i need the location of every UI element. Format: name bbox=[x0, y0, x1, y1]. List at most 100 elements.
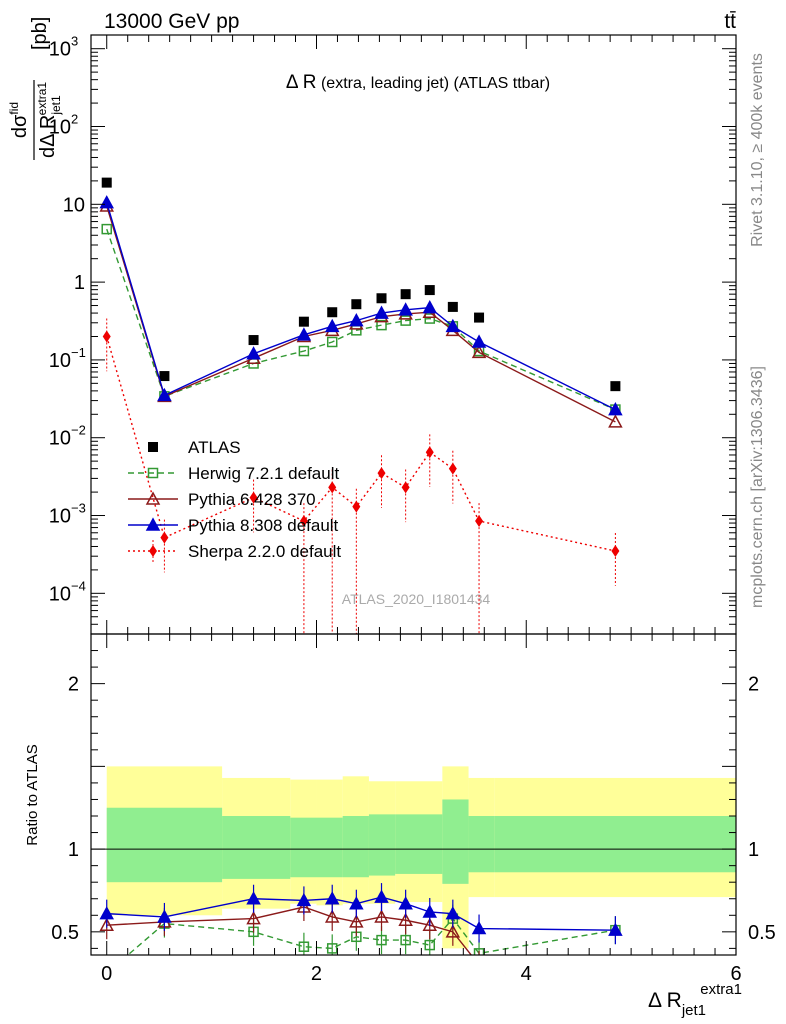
ratio-inner-band bbox=[368, 814, 396, 876]
data-point bbox=[376, 293, 387, 304]
ratio-series-clip bbox=[99, 883, 623, 955]
svg-text:dσfid: dσfid bbox=[7, 102, 31, 138]
ratio-data-point bbox=[445, 924, 461, 938]
ylabel-numerator: dσ bbox=[9, 114, 31, 138]
y-tick-label: 10 bbox=[49, 39, 71, 61]
data-point bbox=[102, 330, 111, 343]
data-point bbox=[445, 318, 461, 333]
ratio-data-point bbox=[422, 917, 438, 931]
y-tick-label: 10 bbox=[49, 117, 71, 139]
ratio-inner-band bbox=[342, 816, 369, 878]
energy-label: 13000 GeV pp bbox=[104, 10, 239, 33]
data-point bbox=[296, 327, 312, 341]
ratio-data-point bbox=[99, 906, 114, 920]
data-point bbox=[400, 289, 411, 300]
ratio-data-point bbox=[400, 934, 411, 946]
ratio-series-line bbox=[126, 917, 616, 955]
series-atlas bbox=[101, 177, 621, 392]
y-tick-exponent: −3 bbox=[71, 501, 86, 516]
ratio-data-point bbox=[324, 909, 340, 923]
ylabel-unit: [pb] bbox=[29, 17, 51, 50]
ratio-data-point bbox=[445, 906, 461, 920]
legend-marker bbox=[149, 545, 157, 557]
ratio-data-point bbox=[326, 943, 338, 954]
data-point bbox=[298, 316, 309, 327]
ratio-inner-band bbox=[106, 807, 223, 883]
legend: ATLAS Herwig 7.2.1 default Pythia 6.428 37… bbox=[128, 438, 341, 562]
ylabel-den-sub: jet1 bbox=[49, 95, 63, 116]
data-point bbox=[474, 312, 485, 323]
series-sherpa-2-2-0-default bbox=[102, 318, 620, 634]
ratio-y-tick-label: 1 bbox=[68, 839, 79, 861]
legend-label: Pythia 6.428 370 bbox=[188, 490, 316, 509]
ratio-data-point bbox=[246, 891, 261, 905]
ratio-plot-series bbox=[99, 883, 623, 955]
title-rest: (extra, leading jet) (ATLAS ttbar) bbox=[317, 75, 551, 92]
y-tick-label: 10 bbox=[49, 583, 71, 605]
ratio-inner-band bbox=[395, 814, 443, 874]
data-point bbox=[99, 195, 114, 209]
data-point bbox=[160, 531, 169, 544]
svg-text:dΔ Rjet1extra1: dΔ Rjet1extra1 bbox=[35, 82, 63, 158]
data-point bbox=[422, 300, 438, 314]
ratio-data-point bbox=[157, 909, 172, 923]
data-point bbox=[424, 313, 436, 324]
y-tick-exponent: −1 bbox=[71, 345, 86, 360]
y-tick-label: 1 bbox=[74, 272, 85, 294]
data-point bbox=[101, 223, 112, 235]
ratio-series-pythia-8-308-default bbox=[99, 883, 623, 945]
ratio-data-point bbox=[298, 941, 310, 952]
data-point bbox=[101, 177, 112, 188]
ratio-inner-band bbox=[442, 799, 469, 884]
y-tick-label: 10 bbox=[63, 194, 85, 216]
ratio-data-point bbox=[376, 934, 387, 946]
data-point bbox=[376, 319, 387, 331]
data-point bbox=[424, 285, 435, 296]
data-point bbox=[471, 344, 487, 359]
data-point bbox=[159, 371, 170, 382]
x-axis-label: Δ Rjet1 bbox=[648, 989, 706, 1019]
data-point bbox=[374, 305, 389, 319]
data-point bbox=[400, 315, 411, 326]
ratio-data-point bbox=[473, 948, 485, 955]
ratio-data-point bbox=[324, 891, 340, 905]
x-tick-label: 0 bbox=[101, 963, 112, 985]
ratio-inner-band bbox=[222, 816, 291, 879]
ratio-y-axis-label: Ratio to ATLAS bbox=[24, 744, 41, 845]
y-tick-label: 10 bbox=[49, 506, 71, 528]
ratio-data-point bbox=[424, 939, 436, 951]
ratio-inner-band bbox=[316, 817, 343, 878]
ratio-uncertainty-bands bbox=[91, 766, 736, 949]
ratio-data-point bbox=[608, 922, 623, 936]
data-point bbox=[324, 318, 340, 333]
y-tick-exponent: 2 bbox=[71, 112, 78, 127]
main-y-axis-label: dσfid dΔ Rjet1extra1 [pb] bbox=[7, 17, 63, 160]
legend-item: Sherpa 2.2.0 default bbox=[128, 540, 341, 562]
ratio-data-point bbox=[246, 911, 261, 925]
ratio-data-point bbox=[422, 904, 438, 918]
xlabel-sub: jet1 bbox=[681, 1002, 706, 1019]
process-label: tt̄ bbox=[724, 10, 736, 33]
series-pythia-8-308-default bbox=[99, 195, 623, 416]
data-point bbox=[425, 446, 434, 459]
y-tick-exponent: −4 bbox=[71, 578, 86, 593]
ratio-data-point bbox=[99, 917, 114, 931]
legend-item: Pythia 8.308 default bbox=[128, 516, 339, 535]
data-point bbox=[328, 481, 337, 494]
data-point bbox=[447, 301, 458, 312]
legend-label: Sherpa 2.2.0 default bbox=[188, 542, 341, 561]
ratio-data-point bbox=[398, 896, 413, 910]
analysis-watermark: ATLAS_2020_I1801434 bbox=[342, 591, 491, 607]
legend-label: Pythia 8.308 default bbox=[188, 516, 339, 535]
ratio-y-tick-label: 2 bbox=[68, 674, 79, 696]
ratio-data-point bbox=[374, 909, 389, 923]
ratio-y-tick-label-right: 0.5 bbox=[748, 922, 776, 944]
data-point bbox=[298, 345, 310, 357]
data-point bbox=[326, 336, 338, 348]
data-point bbox=[608, 402, 623, 416]
ratio-data-point bbox=[296, 892, 312, 907]
ratio-series-herwig-7-2-1-default bbox=[126, 904, 621, 955]
legend-marker bbox=[145, 517, 161, 531]
